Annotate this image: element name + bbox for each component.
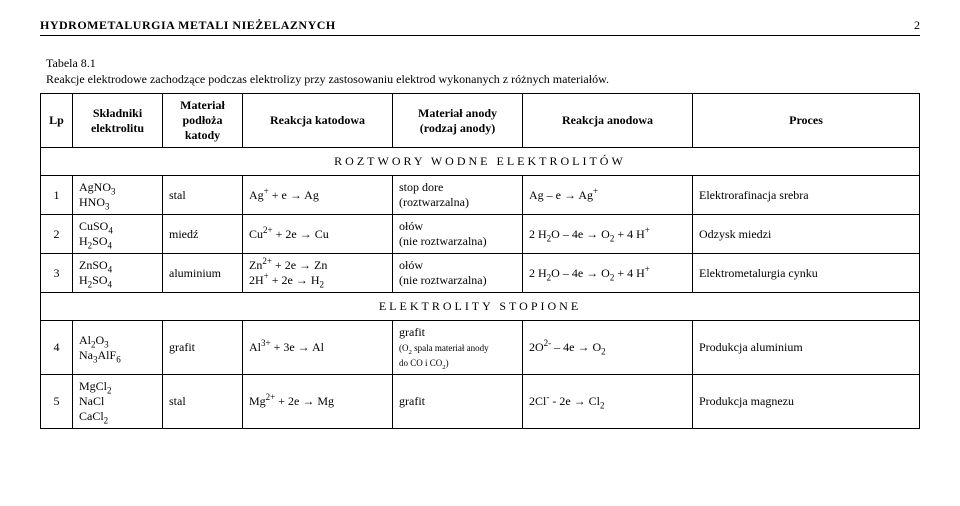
cell-material-anody: stop dore(roztwarzalna) bbox=[393, 176, 523, 215]
cell-proces: Produkcja magnezu bbox=[693, 375, 920, 429]
col-reakcja-anodowa: Reakcja anodowa bbox=[523, 94, 693, 148]
cell-material-anody: grafit bbox=[393, 375, 523, 429]
cell-material-katody: grafit bbox=[163, 321, 243, 375]
cell-reakcja-anodowa: 2 H2O – 4e → O2 + 4 H+ bbox=[523, 254, 693, 293]
cell-reakcja-anodowa: 2 H2O – 4e → O2 + 4 H+ bbox=[523, 215, 693, 254]
cell-skladniki: AgNO3HNO3 bbox=[73, 176, 163, 215]
cell-lp: 5 bbox=[41, 375, 73, 429]
table-body: ROZTWORY WODNE ELEKTROLITÓW1AgNO3HNO3sta… bbox=[41, 148, 920, 429]
caption-text: Reakcje elektrodowe zachodzące podczas e… bbox=[46, 72, 609, 86]
cell-reakcja-katodowa: Zn2+ + 2e → Zn2H+ + 2e → H2 bbox=[243, 254, 393, 293]
cell-proces: Elektrometalurgia cynku bbox=[693, 254, 920, 293]
cell-lp: 3 bbox=[41, 254, 73, 293]
cell-material-anody: ołów(nie roztwarzalna) bbox=[393, 254, 523, 293]
cell-proces: Produkcja aluminium bbox=[693, 321, 920, 375]
cell-skladniki: CuSO4H2SO4 bbox=[73, 215, 163, 254]
col-reakcja-katodowa: Reakcja katodowa bbox=[243, 94, 393, 148]
cell-reakcja-katodowa: Ag+ + e → Ag bbox=[243, 176, 393, 215]
cell-reakcja-anodowa: 2O2- – 4e → O2 bbox=[523, 321, 693, 375]
cell-reakcja-katodowa: Mg2+ + 2e → Mg bbox=[243, 375, 393, 429]
cell-material-katody: stal bbox=[163, 375, 243, 429]
caption-label: Tabela 8.1 bbox=[46, 56, 96, 70]
table-row: 3ZnSO4H2SO4aluminiumZn2+ + 2e → Zn2H+ + … bbox=[41, 254, 920, 293]
cell-skladniki: MgCl2NaClCaCl2 bbox=[73, 375, 163, 429]
section-header-aqueous: ROZTWORY WODNE ELEKTROLITÓW bbox=[41, 148, 920, 176]
cell-material-katody: aluminium bbox=[163, 254, 243, 293]
table-header-row: Lp Składniki elektrolitu Materiał podłoż… bbox=[41, 94, 920, 148]
cell-material-anody: ołów(nie roztwarzalna) bbox=[393, 215, 523, 254]
cell-proces: Odzysk miedzi bbox=[693, 215, 920, 254]
page-number: 2 bbox=[914, 18, 920, 33]
section-header-cell: ROZTWORY WODNE ELEKTROLITÓW bbox=[41, 148, 920, 176]
cell-reakcja-katodowa: Cu2+ + 2e → Cu bbox=[243, 215, 393, 254]
section-header-molten: ELEKTROLITY STOPIONE bbox=[41, 293, 920, 321]
table-caption: Tabela 8.1 Reakcje elektrodowe zachodząc… bbox=[46, 56, 920, 87]
table-row: 5MgCl2NaClCaCl2stalMg2+ + 2e → Mggrafit2… bbox=[41, 375, 920, 429]
header-title: HYDROMETALURGIA METALI NIEŻELAZNYCH bbox=[40, 18, 336, 33]
cell-skladniki: Al2O3Na3AlF6 bbox=[73, 321, 163, 375]
cell-reakcja-katodowa: Al3+ + 3e → Al bbox=[243, 321, 393, 375]
table-row: 1AgNO3HNO3stalAg+ + e → Agstop dore(rozt… bbox=[41, 176, 920, 215]
col-material-anody: Materiał anody (rodzaj anody) bbox=[393, 94, 523, 148]
cell-material-katody: miedź bbox=[163, 215, 243, 254]
cell-lp: 2 bbox=[41, 215, 73, 254]
table-row: 4Al2O3Na3AlF6grafitAl3+ + 3e → Algrafit(… bbox=[41, 321, 920, 375]
page-header: HYDROMETALURGIA METALI NIEŻELAZNYCH 2 bbox=[40, 18, 920, 36]
cell-material-katody: stal bbox=[163, 176, 243, 215]
cell-lp: 1 bbox=[41, 176, 73, 215]
cell-material-anody: grafit(O2 spala materiał anodydo CO i CO… bbox=[393, 321, 523, 375]
cell-reakcja-anodowa: Ag – e → Ag+ bbox=[523, 176, 693, 215]
cell-skladniki: ZnSO4H2SO4 bbox=[73, 254, 163, 293]
cell-lp: 4 bbox=[41, 321, 73, 375]
col-proces: Proces bbox=[693, 94, 920, 148]
table-row: 2CuSO4H2SO4miedźCu2+ + 2e → Cuołów(nie r… bbox=[41, 215, 920, 254]
col-lp: Lp bbox=[41, 94, 73, 148]
electrode-reactions-table: Lp Składniki elektrolitu Materiał podłoż… bbox=[40, 93, 920, 429]
col-material-katody: Materiał podłoża katody bbox=[163, 94, 243, 148]
cell-reakcja-anodowa: 2Cl- - 2e → Cl2 bbox=[523, 375, 693, 429]
section-header-cell: ELEKTROLITY STOPIONE bbox=[41, 293, 920, 321]
cell-proces: Elektrorafinacja srebra bbox=[693, 176, 920, 215]
col-skladniki: Składniki elektrolitu bbox=[73, 94, 163, 148]
